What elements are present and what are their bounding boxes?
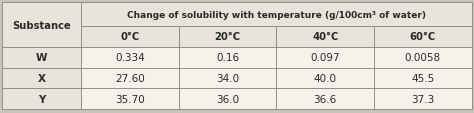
- Bar: [374, 88, 472, 109]
- Bar: [2, 3, 81, 48]
- Text: 40°C: 40°C: [312, 32, 338, 42]
- Text: 0°C: 0°C: [120, 32, 140, 42]
- Bar: [81, 3, 472, 27]
- Text: 60°C: 60°C: [410, 32, 436, 42]
- Bar: [2, 68, 81, 88]
- Text: 0.0058: 0.0058: [405, 53, 441, 63]
- Text: Substance: Substance: [12, 20, 71, 30]
- Text: 45.5: 45.5: [411, 73, 435, 83]
- Bar: [179, 88, 276, 109]
- Bar: [276, 48, 374, 68]
- Bar: [276, 27, 374, 48]
- Text: W: W: [36, 53, 47, 63]
- Text: 27.60: 27.60: [115, 73, 145, 83]
- Text: 0.334: 0.334: [115, 53, 145, 63]
- Bar: [179, 48, 276, 68]
- Text: X: X: [38, 73, 46, 83]
- Text: 20°C: 20°C: [215, 32, 241, 42]
- Text: Change of solubility with temperature (g/100cm³ of water): Change of solubility with temperature (g…: [127, 11, 426, 19]
- Bar: [81, 68, 179, 88]
- Text: 35.70: 35.70: [115, 94, 145, 104]
- Text: 34.0: 34.0: [216, 73, 239, 83]
- Bar: [2, 48, 81, 68]
- Bar: [81, 27, 179, 48]
- Text: Y: Y: [38, 94, 46, 104]
- Bar: [179, 68, 276, 88]
- Text: 0.097: 0.097: [310, 53, 340, 63]
- Bar: [374, 27, 472, 48]
- Text: 37.3: 37.3: [411, 94, 435, 104]
- Text: 0.16: 0.16: [216, 53, 239, 63]
- Bar: [2, 88, 81, 109]
- Text: 36.0: 36.0: [216, 94, 239, 104]
- Text: 40.0: 40.0: [314, 73, 337, 83]
- Bar: [374, 48, 472, 68]
- Bar: [374, 68, 472, 88]
- Bar: [81, 88, 179, 109]
- Bar: [81, 48, 179, 68]
- Bar: [276, 68, 374, 88]
- Text: 36.6: 36.6: [314, 94, 337, 104]
- Bar: [179, 27, 276, 48]
- Bar: [276, 88, 374, 109]
